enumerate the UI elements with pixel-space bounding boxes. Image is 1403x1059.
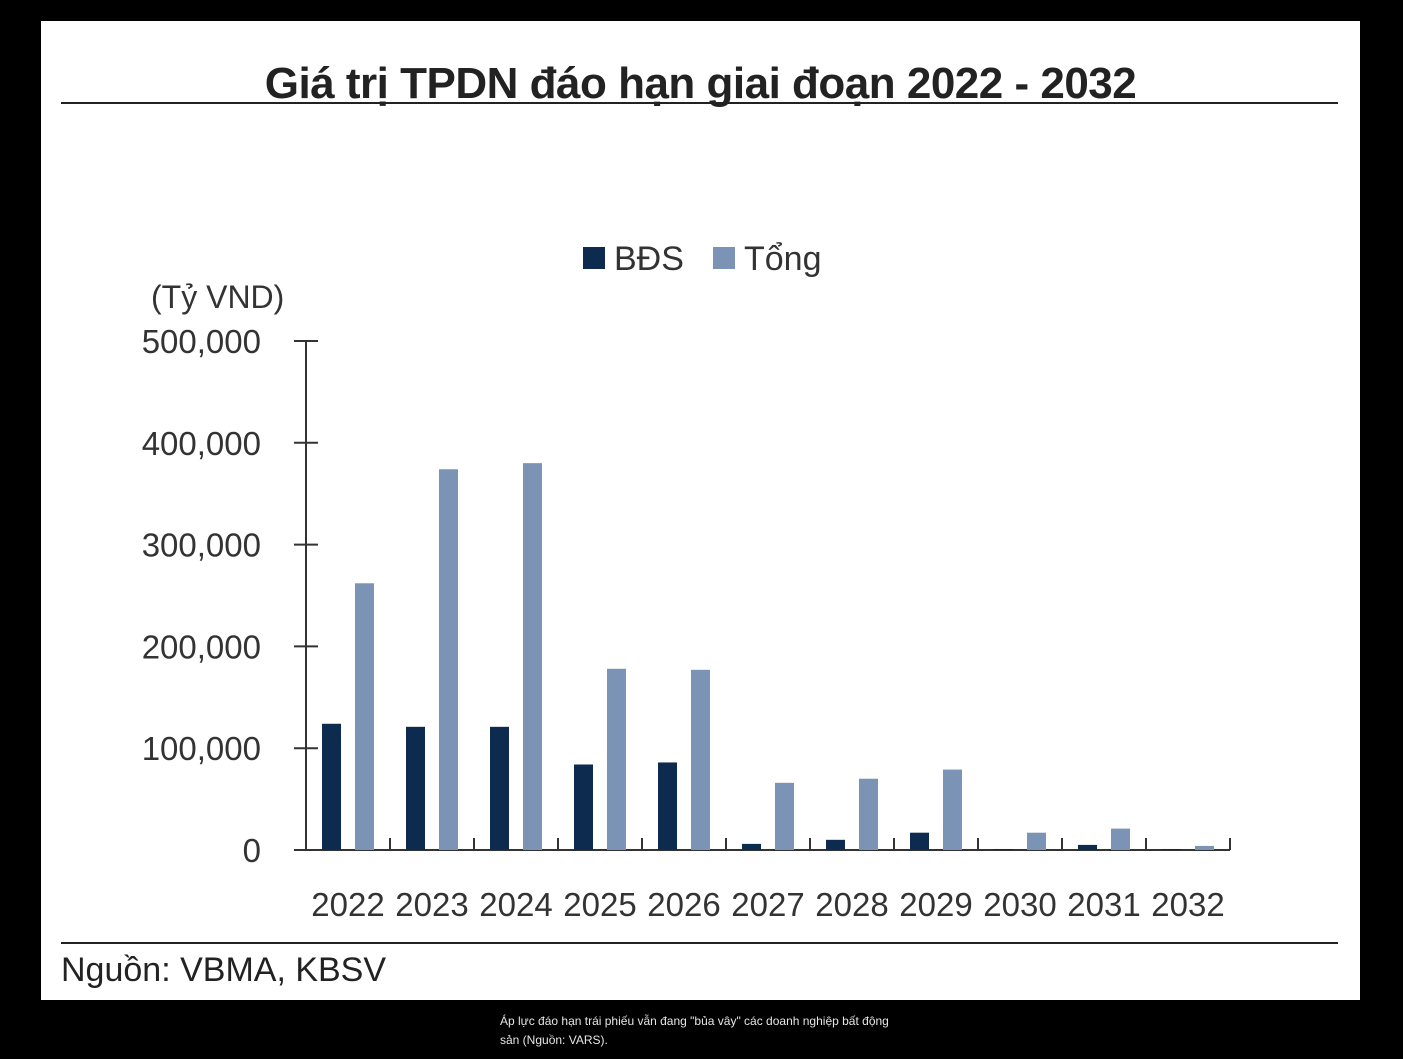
y-tick-label: 200,000 — [142, 628, 261, 665]
bar-bds-2030 — [994, 849, 1013, 850]
source-divider — [61, 942, 1338, 944]
bar-tong-2024 — [523, 463, 542, 850]
y-tick-label: 100,000 — [142, 730, 261, 767]
x-tick-label: 2026 — [647, 886, 720, 923]
x-tick-label: 2022 — [311, 886, 384, 923]
bar-tong-2029 — [943, 770, 962, 850]
x-tick-label: 2025 — [563, 886, 636, 923]
bar-tong-2032 — [1195, 846, 1214, 850]
x-tick-label: 2032 — [1151, 886, 1224, 923]
chart-panel: Giá trị TPDN đáo hạn giai đoạn 2022 - 20… — [41, 21, 1360, 1000]
bar-bds-2026 — [658, 762, 677, 850]
legend-label-bds: BĐS — [614, 240, 684, 278]
legend-label-tong: Tổng — [744, 240, 822, 278]
y-axis-unit-label: (Tỷ VND) — [151, 279, 284, 315]
x-tick-label: 2028 — [815, 886, 888, 923]
bar-tong-2030 — [1027, 833, 1046, 850]
bar-chart: 0 100,000 200,000 300,000 400,000 500,000 (Tỷ … — [41, 21, 1360, 1000]
bar-tong-2026 — [691, 670, 710, 850]
bar-bds-2024 — [490, 727, 509, 850]
bar-bds-2023 — [406, 727, 425, 850]
bar-tong-2025 — [607, 669, 626, 850]
x-tick-label: 2024 — [479, 886, 552, 923]
bar-bds-2031 — [1078, 845, 1097, 850]
bar-bds-2022 — [322, 724, 341, 850]
x-tick-label: 2023 — [395, 886, 468, 923]
legend-swatch-bds — [583, 247, 605, 269]
source-note: Nguồn: VBMA, KBSV — [61, 951, 386, 990]
x-tick-label: 2031 — [1067, 886, 1140, 923]
bar-bds-2025 — [574, 764, 593, 850]
bar-tong-2028 — [859, 779, 878, 850]
y-tick-label: 300,000 — [142, 527, 261, 564]
bar-tong-2022 — [355, 583, 374, 850]
y-tick-label: 400,000 — [142, 425, 261, 462]
bar-tong-2031 — [1111, 829, 1130, 850]
x-tick-label: 2030 — [983, 886, 1056, 923]
x-tick-label: 2029 — [899, 886, 972, 923]
bar-bds-2032 — [1162, 849, 1181, 850]
bar-bds-2027 — [742, 844, 761, 850]
bar-tong-2027 — [775, 783, 794, 850]
bar-tong-2023 — [439, 469, 458, 850]
image-caption: Áp lực đáo hạn trái phiếu vẫn đang "bủa … — [500, 1012, 900, 1050]
x-tick-label: 2027 — [731, 886, 804, 923]
y-tick-label: 500,000 — [142, 323, 261, 360]
y-tick-label: 0 — [243, 832, 261, 869]
bar-bds-2028 — [826, 840, 845, 850]
legend-swatch-tong — [713, 247, 735, 269]
bar-bds-2029 — [910, 833, 929, 850]
